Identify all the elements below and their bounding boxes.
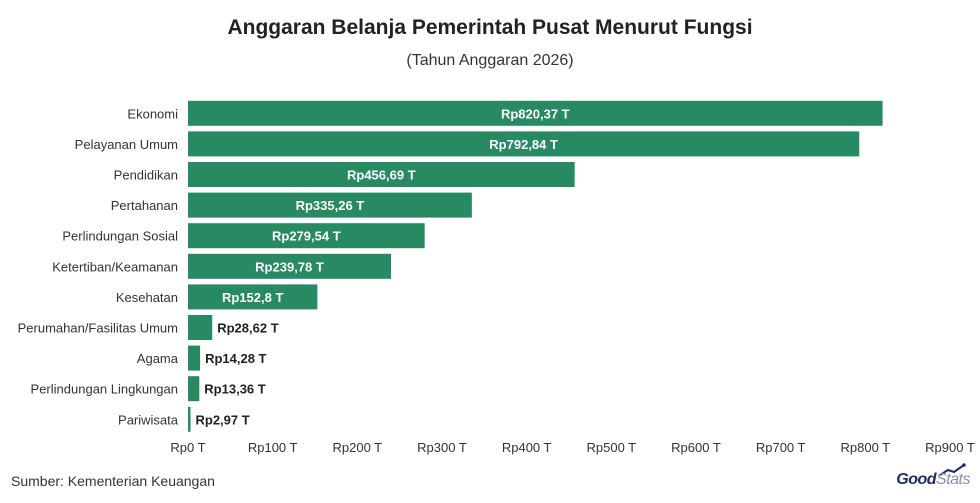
x-tick-label: Rp900 T bbox=[925, 440, 975, 455]
category-label: Ketertiban/Keamanan bbox=[52, 259, 178, 274]
x-tick-label: Rp400 T bbox=[502, 440, 552, 455]
bar bbox=[188, 100, 883, 126]
data-label: Rp239,78 T bbox=[255, 259, 324, 274]
x-tick-label: Rp100 T bbox=[248, 440, 298, 455]
category-label: Pendidikan bbox=[114, 168, 178, 183]
category-label: Perumahan/Fasilitas Umum bbox=[18, 321, 178, 336]
x-tick-label: Rp600 T bbox=[671, 440, 721, 455]
bar bbox=[188, 192, 472, 218]
data-label: Rp28,62 T bbox=[217, 321, 278, 336]
data-label: Rp14,28 T bbox=[205, 351, 266, 366]
data-label: Rp279,54 T bbox=[272, 229, 341, 244]
x-tick-label: Rp700 T bbox=[756, 440, 806, 455]
category-label: Agama bbox=[137, 351, 179, 366]
data-label: Rp13,36 T bbox=[204, 382, 265, 397]
brand-logo: GoodStats bbox=[896, 471, 970, 489]
bar-chart: Ekonomi Rp820,37 T Pelayanan Umum Rp792,84 … bbox=[18, 100, 975, 455]
data-label: Rp820,37 T bbox=[501, 106, 570, 121]
data-label: Rp152,8 T bbox=[222, 290, 283, 305]
bar bbox=[188, 345, 201, 371]
category-label: Ekonomi bbox=[127, 106, 178, 121]
bar bbox=[188, 162, 575, 187]
brand-logo-part1: Good bbox=[896, 471, 937, 488]
x-tick-label: Rp300 T bbox=[417, 440, 467, 455]
bar bbox=[188, 131, 860, 157]
bar bbox=[188, 376, 200, 402]
data-label: Rp792,84 T bbox=[489, 137, 558, 152]
data-label: Rp456,69 T bbox=[347, 168, 416, 183]
brand-chart-icon bbox=[939, 463, 966, 476]
category-label: Pertahanan bbox=[111, 198, 178, 213]
chart-title: Anggaran Belanja Pemerintah Pusat Menuru… bbox=[227, 16, 753, 39]
x-tick-label: Rp0 T bbox=[170, 440, 205, 455]
chart-subtitle: (Tahun Anggaran 2026) bbox=[406, 52, 574, 69]
x-tick-label: Rp500 T bbox=[587, 440, 637, 455]
source-note: Sumber: Kementerian Keuangan bbox=[11, 473, 215, 489]
data-label: Rp335,26 T bbox=[296, 198, 365, 213]
category-label: Perlindungan Sosial bbox=[62, 229, 178, 244]
x-tick-label: Rp200 T bbox=[333, 440, 383, 455]
bar bbox=[188, 223, 425, 249]
category-label: Pariwisata bbox=[118, 412, 179, 427]
bar bbox=[188, 315, 213, 340]
data-label: Rp2,97 T bbox=[196, 412, 250, 427]
x-tick-label: Rp800 T bbox=[841, 440, 891, 455]
brand-logo-part2: Stats bbox=[936, 471, 970, 488]
category-label: Pelayanan Umum bbox=[75, 137, 178, 152]
category-label: Perlindungan Lingkungan bbox=[31, 382, 178, 397]
bar bbox=[188, 284, 318, 310]
bar bbox=[188, 406, 191, 432]
category-label: Kesehatan bbox=[116, 290, 178, 305]
bar bbox=[188, 253, 392, 279]
